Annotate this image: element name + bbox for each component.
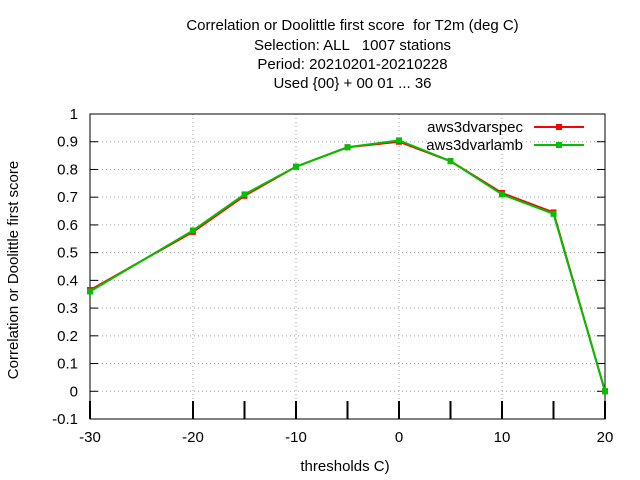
data-point (190, 227, 196, 234)
y-axis-label: Correlation or Doolittle first score (5, 161, 22, 379)
y-tick-label: 0.1 (57, 356, 78, 373)
data-point (499, 191, 505, 198)
x-tick-label: -30 (79, 429, 101, 446)
data-point (550, 210, 557, 217)
x-tick-label: 0 (395, 429, 403, 446)
y-tick-label: 0.7 (57, 189, 78, 206)
axis-ticks (89, 113, 606, 420)
x-axis-label: thresholds C) (300, 458, 389, 475)
legend-label: aws3dvarspec (427, 119, 523, 136)
chart-title-line-3: Period: 20210201-20210228 (257, 56, 448, 73)
y-tick-label: 0.6 (57, 217, 78, 234)
y-tick-label: 1 (70, 106, 78, 123)
x-tick-label: 20 (597, 429, 614, 446)
data-point (293, 163, 299, 170)
data-point (396, 137, 402, 144)
grid (90, 114, 605, 419)
data-point (87, 288, 93, 295)
legend-swatch-marker (556, 124, 562, 130)
y-tick-label: 0.5 (57, 245, 78, 262)
y-tick-label: 0.2 (57, 328, 78, 345)
data-point (447, 158, 454, 165)
chart-title-line-2: Selection: ALL 1007 stations (253, 37, 452, 54)
legend-swatch-marker (556, 142, 562, 148)
y-tick-label: 0 (70, 383, 78, 400)
data-point (602, 388, 608, 395)
y-tick-labels: -0.1 0 0.1 0.2 0.3 0.4 0.5 0.6 0.7 0.8 0.9 1 (52, 106, 78, 428)
legend-label: aws3dvarlamb (426, 137, 523, 154)
x-tick-label: -10 (285, 429, 307, 446)
x-tick-label: 10 (494, 429, 511, 446)
series-lines (87, 137, 608, 395)
chart-title-line-4: Used {00} + 00 01 ... 36 (273, 75, 432, 92)
y-tick-label: 0.9 (57, 134, 78, 151)
x-tick-label: -20 (182, 429, 204, 446)
series-line-aws3dvarlamb (89, 139, 606, 392)
chart-title-line-1: Correlation or Doolittle first score for… (186, 17, 519, 34)
data-point (344, 144, 351, 151)
data-point (241, 191, 248, 198)
y-tick-label: 0.3 (57, 300, 78, 317)
y-tick-label: 0.4 (57, 272, 78, 289)
y-tick-label: 0.8 (57, 161, 78, 178)
plot-frame (89, 113, 606, 420)
series-line-aws3dvarspec (89, 140, 606, 392)
x-tick-labels: -30 -20 -10 0 10 20 (79, 429, 613, 446)
y-tick-label: -0.1 (52, 411, 78, 428)
